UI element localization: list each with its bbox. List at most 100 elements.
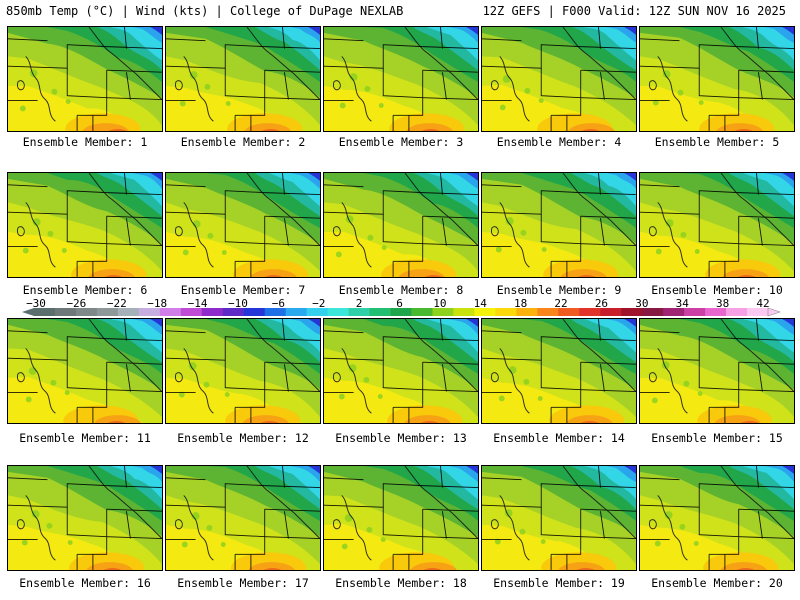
ensemble-member-label: Ensemble Member: 19 (493, 576, 625, 590)
colorbar-tick-label: 10 (433, 297, 447, 310)
colorbar-segment (369, 308, 391, 316)
colorbar-segment (705, 308, 727, 316)
colorbar-tick-label: 34 (675, 297, 689, 310)
ensemble-member-map-7[interactable] (165, 172, 321, 278)
colorbar-segment (327, 308, 349, 316)
colorbar-segment (222, 308, 245, 316)
colorbar-segment (747, 308, 769, 316)
ensemble-member-map-12[interactable] (165, 318, 321, 424)
colorbar-tick-label: 6 (396, 297, 403, 310)
colorbar-tick-label: 42 (756, 297, 770, 310)
colorbar-min-arrow (22, 308, 34, 316)
colorbar-tick-label: −26 (66, 297, 87, 310)
ensemble-member-map-19[interactable] (481, 465, 637, 571)
colorbar-segment (516, 308, 538, 316)
ensemble-member-map-15[interactable] (639, 318, 795, 424)
colorbar-tick-label: 38 (715, 297, 730, 310)
ensemble-member-map-18[interactable] (323, 465, 479, 571)
ensemble-member-label: Ensemble Member: 20 (651, 576, 783, 590)
colorbar-segment (390, 308, 412, 316)
colorbar-tick-label: −2 (312, 297, 326, 310)
ensemble-member-label: Ensemble Member: 5 (654, 135, 780, 149)
colorbar-segment (138, 308, 161, 316)
ensemble-member-map-11[interactable] (7, 318, 163, 424)
colorbar-tick-label: 2 (355, 297, 363, 310)
ensemble-member-label: Ensemble Member: 9 (496, 283, 622, 297)
colorbar-tick-label: −14 (187, 297, 208, 310)
ensemble-member-map-9[interactable] (481, 172, 637, 278)
temperature-colorbar (22, 307, 781, 317)
ensemble-member-map-20[interactable] (639, 465, 795, 571)
colorbar-segment (180, 308, 203, 316)
colorbar-max-arrow (767, 307, 781, 317)
ensemble-member-label: Ensemble Member: 6 (22, 283, 148, 297)
colorbar-segment (558, 308, 580, 316)
colorbar-segment (726, 308, 748, 316)
ensemble-member-label: Ensemble Member: 3 (338, 135, 464, 149)
ensemble-member-map-13[interactable] (323, 318, 479, 424)
colorbar-segment (34, 308, 56, 316)
colorbar-segment (264, 308, 287, 316)
ensemble-member-label: Ensemble Member: 16 (19, 576, 151, 590)
ensemble-member-map-8[interactable] (323, 172, 479, 278)
colorbar-segment (474, 308, 496, 316)
ensemble-member-label: Ensemble Member: 1 (22, 135, 148, 149)
colorbar-tick-label: −10 (228, 297, 248, 310)
colorbar-tick-label: 14 (473, 297, 487, 310)
colorbar-segment (201, 308, 224, 316)
colorbar-segment (495, 308, 517, 316)
ensemble-member-label: Ensemble Member: 2 (180, 135, 306, 149)
colorbar-segment (285, 308, 308, 316)
colorbar-segment (684, 308, 706, 316)
colorbar-segment (453, 308, 475, 316)
ensemble-member-map-16[interactable] (7, 465, 163, 571)
colorbar-segment (411, 308, 433, 316)
ensemble-member-label: Ensemble Member: 10 (651, 283, 783, 297)
colorbar-segment (432, 308, 454, 316)
ensemble-member-label: Ensemble Member: 17 (177, 576, 309, 590)
colorbar-segment (243, 308, 266, 316)
colorbar-segment (663, 308, 685, 316)
colorbar-tick-label: −18 (147, 297, 168, 310)
ensemble-member-map-2[interactable] (165, 26, 321, 132)
colorbar-tick-label: 22 (554, 297, 568, 310)
colorbar-tick-label: −22 (106, 297, 127, 310)
ensemble-member-label: Ensemble Member: 7 (180, 283, 306, 297)
colorbar-segment (642, 308, 664, 316)
colorbar-segment (600, 308, 622, 316)
ensemble-member-map-10[interactable] (639, 172, 795, 278)
ensemble-member-map-14[interactable] (481, 318, 637, 424)
colorbar-tick-label: 26 (594, 297, 609, 310)
ensemble-member-map-6[interactable] (7, 172, 163, 278)
colorbar-tick-label: 30 (635, 297, 649, 310)
ensemble-member-label: Ensemble Member: 14 (493, 431, 625, 445)
chart-title: 850mb Temp (°C) | Wind (kts) | College o… (6, 4, 404, 18)
colorbar-tick-label: −6 (271, 297, 285, 310)
ensemble-member-label: Ensemble Member: 4 (496, 135, 622, 149)
colorbar-segment (54, 308, 77, 316)
ensemble-member-label: Ensemble Member: 13 (335, 431, 467, 445)
colorbar-segment (75, 308, 98, 316)
ensemble-member-map-1[interactable] (7, 26, 163, 132)
colorbar-tick-label: −30 (26, 297, 46, 310)
ensemble-member-label: Ensemble Member: 15 (651, 431, 783, 445)
colorbar-segment (96, 308, 119, 316)
colorbar-segment (579, 308, 601, 316)
colorbar-segment (621, 308, 643, 316)
colorbar-segment (117, 308, 140, 316)
ensemble-member-label: Ensemble Member: 8 (338, 283, 464, 297)
colorbar-segment (306, 308, 328, 316)
ensemble-member-map-4[interactable] (481, 26, 637, 132)
ensemble-member-label: Ensemble Member: 18 (335, 576, 467, 590)
ensemble-member-map-5[interactable] (639, 26, 795, 132)
colorbar-segment (159, 308, 182, 316)
colorbar-segment (348, 308, 370, 316)
run-valid-time: 12Z GEFS | F000 Valid: 12Z SUN NOV 16 20… (482, 4, 786, 18)
colorbar-tick-label: 18 (514, 297, 528, 310)
colorbar-tick-labels: −30 −26 −22 −18 −14 −10 −6 −2 2 6 10 14 18 22 26 30 34 38… (0, 297, 800, 310)
colorbar-segment (537, 308, 559, 316)
ensemble-member-label: Ensemble Member: 11 (19, 431, 151, 445)
ensemble-member-map-17[interactable] (165, 465, 321, 571)
ensemble-member-map-3[interactable] (323, 26, 479, 132)
ensemble-member-label: Ensemble Member: 12 (177, 431, 309, 445)
